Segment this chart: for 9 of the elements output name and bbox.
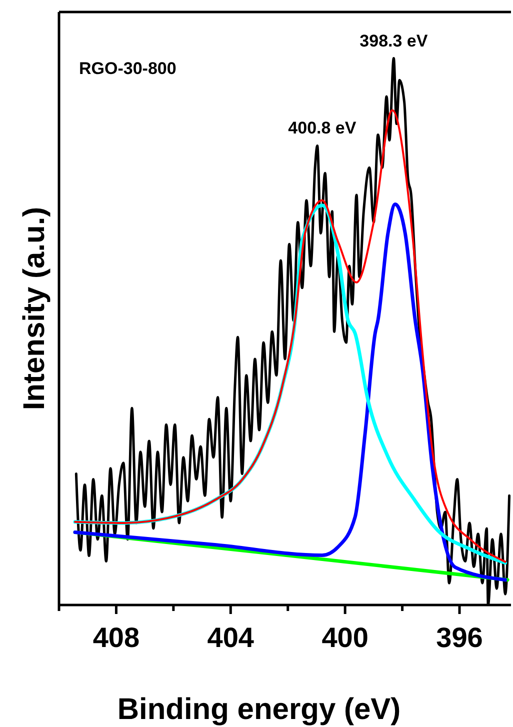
annotation: RGO-30-800: [79, 59, 176, 78]
annotation: 398.3 eV: [360, 31, 428, 50]
x-tick-label: 400: [322, 622, 368, 653]
x-tick-label: 404: [207, 622, 254, 653]
x-tick-label: 396: [436, 622, 483, 653]
x-axis-title: Binding energy (eV): [117, 693, 401, 726]
y-axis-title: Intensity (a.u.): [18, 206, 51, 410]
annotation: 400.8 eV: [288, 118, 357, 138]
x-tick-label: 408: [92, 622, 140, 653]
